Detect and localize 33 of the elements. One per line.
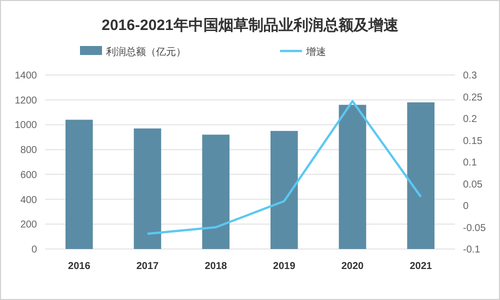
y2-tick-label: 0.05 bbox=[463, 179, 483, 190]
y-tick-label: 1200 bbox=[14, 95, 38, 106]
y2-tick-label: 0.1 bbox=[463, 158, 478, 168]
bar bbox=[66, 120, 93, 249]
bar bbox=[407, 102, 434, 249]
line-series bbox=[146, 100, 422, 235]
y-tick-label: 1000 bbox=[14, 120, 38, 132]
chart-title: 2016-2021年中国烟草制品业利润总额及增速 bbox=[102, 16, 400, 34]
bar bbox=[270, 130, 298, 249]
x-tick-label: 2019 bbox=[273, 261, 296, 272]
y2-tick-label: 0.2 bbox=[463, 114, 478, 125]
y-tick-label: 400 bbox=[20, 194, 38, 206]
y-tick-label: 800 bbox=[20, 145, 38, 156]
legend-label: 利润总额（亿元） bbox=[106, 46, 186, 58]
bar bbox=[338, 104, 366, 249]
y2-tick-label: 0.25 bbox=[463, 92, 483, 104]
y2-tick-label: 0 bbox=[463, 201, 469, 212]
x-tick-label: 2021 bbox=[410, 261, 432, 272]
y-tick-label: 600 bbox=[20, 170, 38, 181]
bar bbox=[134, 128, 162, 249]
y2-tick-label: -0.1 bbox=[463, 244, 481, 256]
bar bbox=[202, 134, 230, 249]
y-tick-label: 0 bbox=[31, 244, 38, 256]
y-tick-label: 1400 bbox=[14, 70, 38, 82]
x-tick-label: 2020 bbox=[341, 261, 364, 272]
y-tick-label: 200 bbox=[20, 220, 38, 231]
y2-tick-label: -0.05 bbox=[463, 222, 486, 234]
x-tick-label: 2018 bbox=[204, 261, 228, 272]
x-tick-label: 2017 bbox=[136, 261, 160, 272]
x-tick-label: 2016 bbox=[68, 261, 91, 272]
y2-tick-label: 0.15 bbox=[463, 136, 483, 147]
legend-label: 增速 bbox=[305, 46, 326, 58]
y2-tick-label: 0.3 bbox=[463, 70, 478, 82]
